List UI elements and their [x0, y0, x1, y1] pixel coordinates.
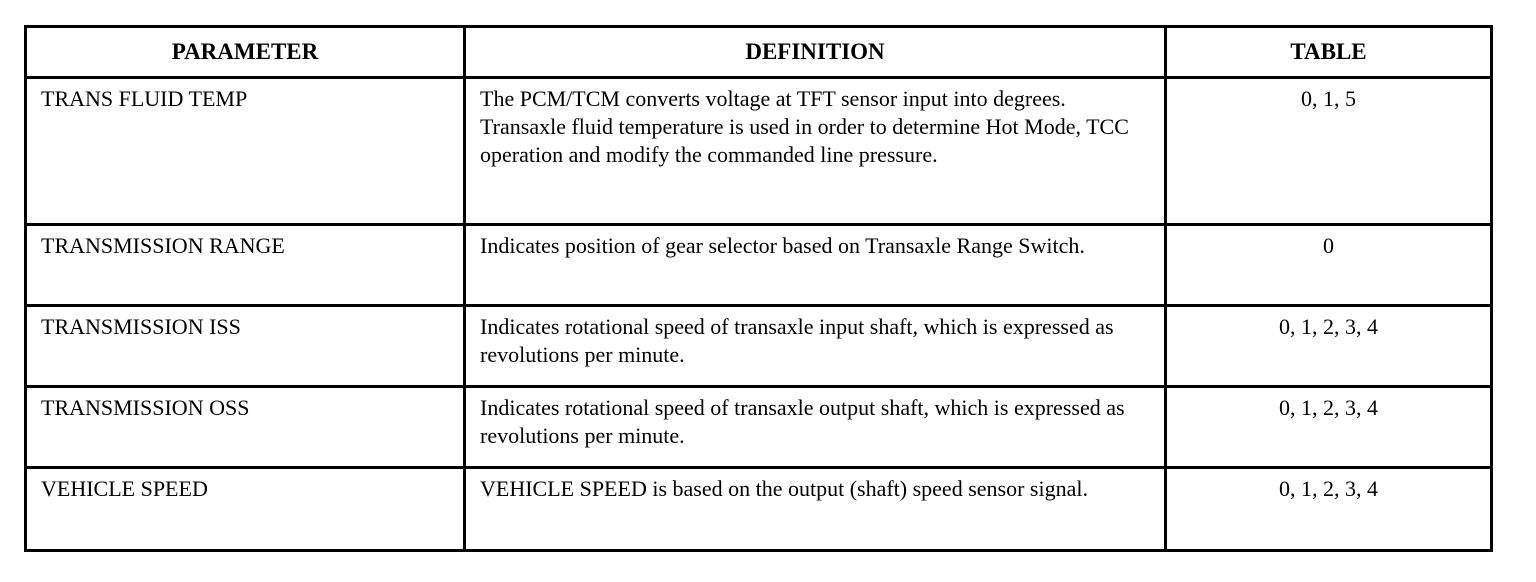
table-row: TRANSMISSION RANGE Indicates position of…: [24, 223, 1493, 307]
table-cell: 0: [1164, 223, 1493, 307]
definition-cell: Indicates rotational speed of transaxle …: [463, 304, 1167, 388]
table-row: TRANSMISSION OSS Indicates rotational sp…: [24, 385, 1493, 469]
parameter-cell: TRANS FLUID TEMP: [24, 76, 466, 226]
header-row: PARAMETER DEFINITION TABLE: [24, 25, 1493, 79]
header-definition: DEFINITION: [463, 25, 1167, 79]
table-cell: 0, 1, 2, 3, 4: [1164, 466, 1493, 552]
parameter-cell: VEHICLE SPEED: [24, 466, 466, 552]
header-table: TABLE: [1164, 25, 1493, 79]
definition-cell: Indicates position of gear selector base…: [463, 223, 1167, 307]
table-cell: 0, 1, 5: [1164, 76, 1493, 226]
parameter-cell: TRANSMISSION ISS: [24, 304, 466, 388]
table-cell: 0, 1, 2, 3, 4: [1164, 304, 1493, 388]
parameter-cell: TRANSMISSION OSS: [24, 385, 466, 469]
parameter-cell: TRANSMISSION RANGE: [24, 223, 466, 307]
table-cell: 0, 1, 2, 3, 4: [1164, 385, 1493, 469]
header-parameter: PARAMETER: [24, 25, 466, 79]
table-row: VEHICLE SPEED VEHICLE SPEED is based on …: [24, 466, 1493, 552]
definition-cell: VEHICLE SPEED is based on the output (sh…: [463, 466, 1167, 552]
table-row: TRANS FLUID TEMP The PCM/TCM converts vo…: [24, 76, 1493, 226]
definition-cell: The PCM/TCM converts voltage at TFT sens…: [463, 76, 1167, 226]
definition-cell: Indicates rotational speed of transaxle …: [463, 385, 1167, 469]
table-row: TRANSMISSION ISS Indicates rotational sp…: [24, 304, 1493, 388]
parameter-table: PARAMETER DEFINITION TABLE TRANS FLUID T…: [24, 25, 1493, 552]
